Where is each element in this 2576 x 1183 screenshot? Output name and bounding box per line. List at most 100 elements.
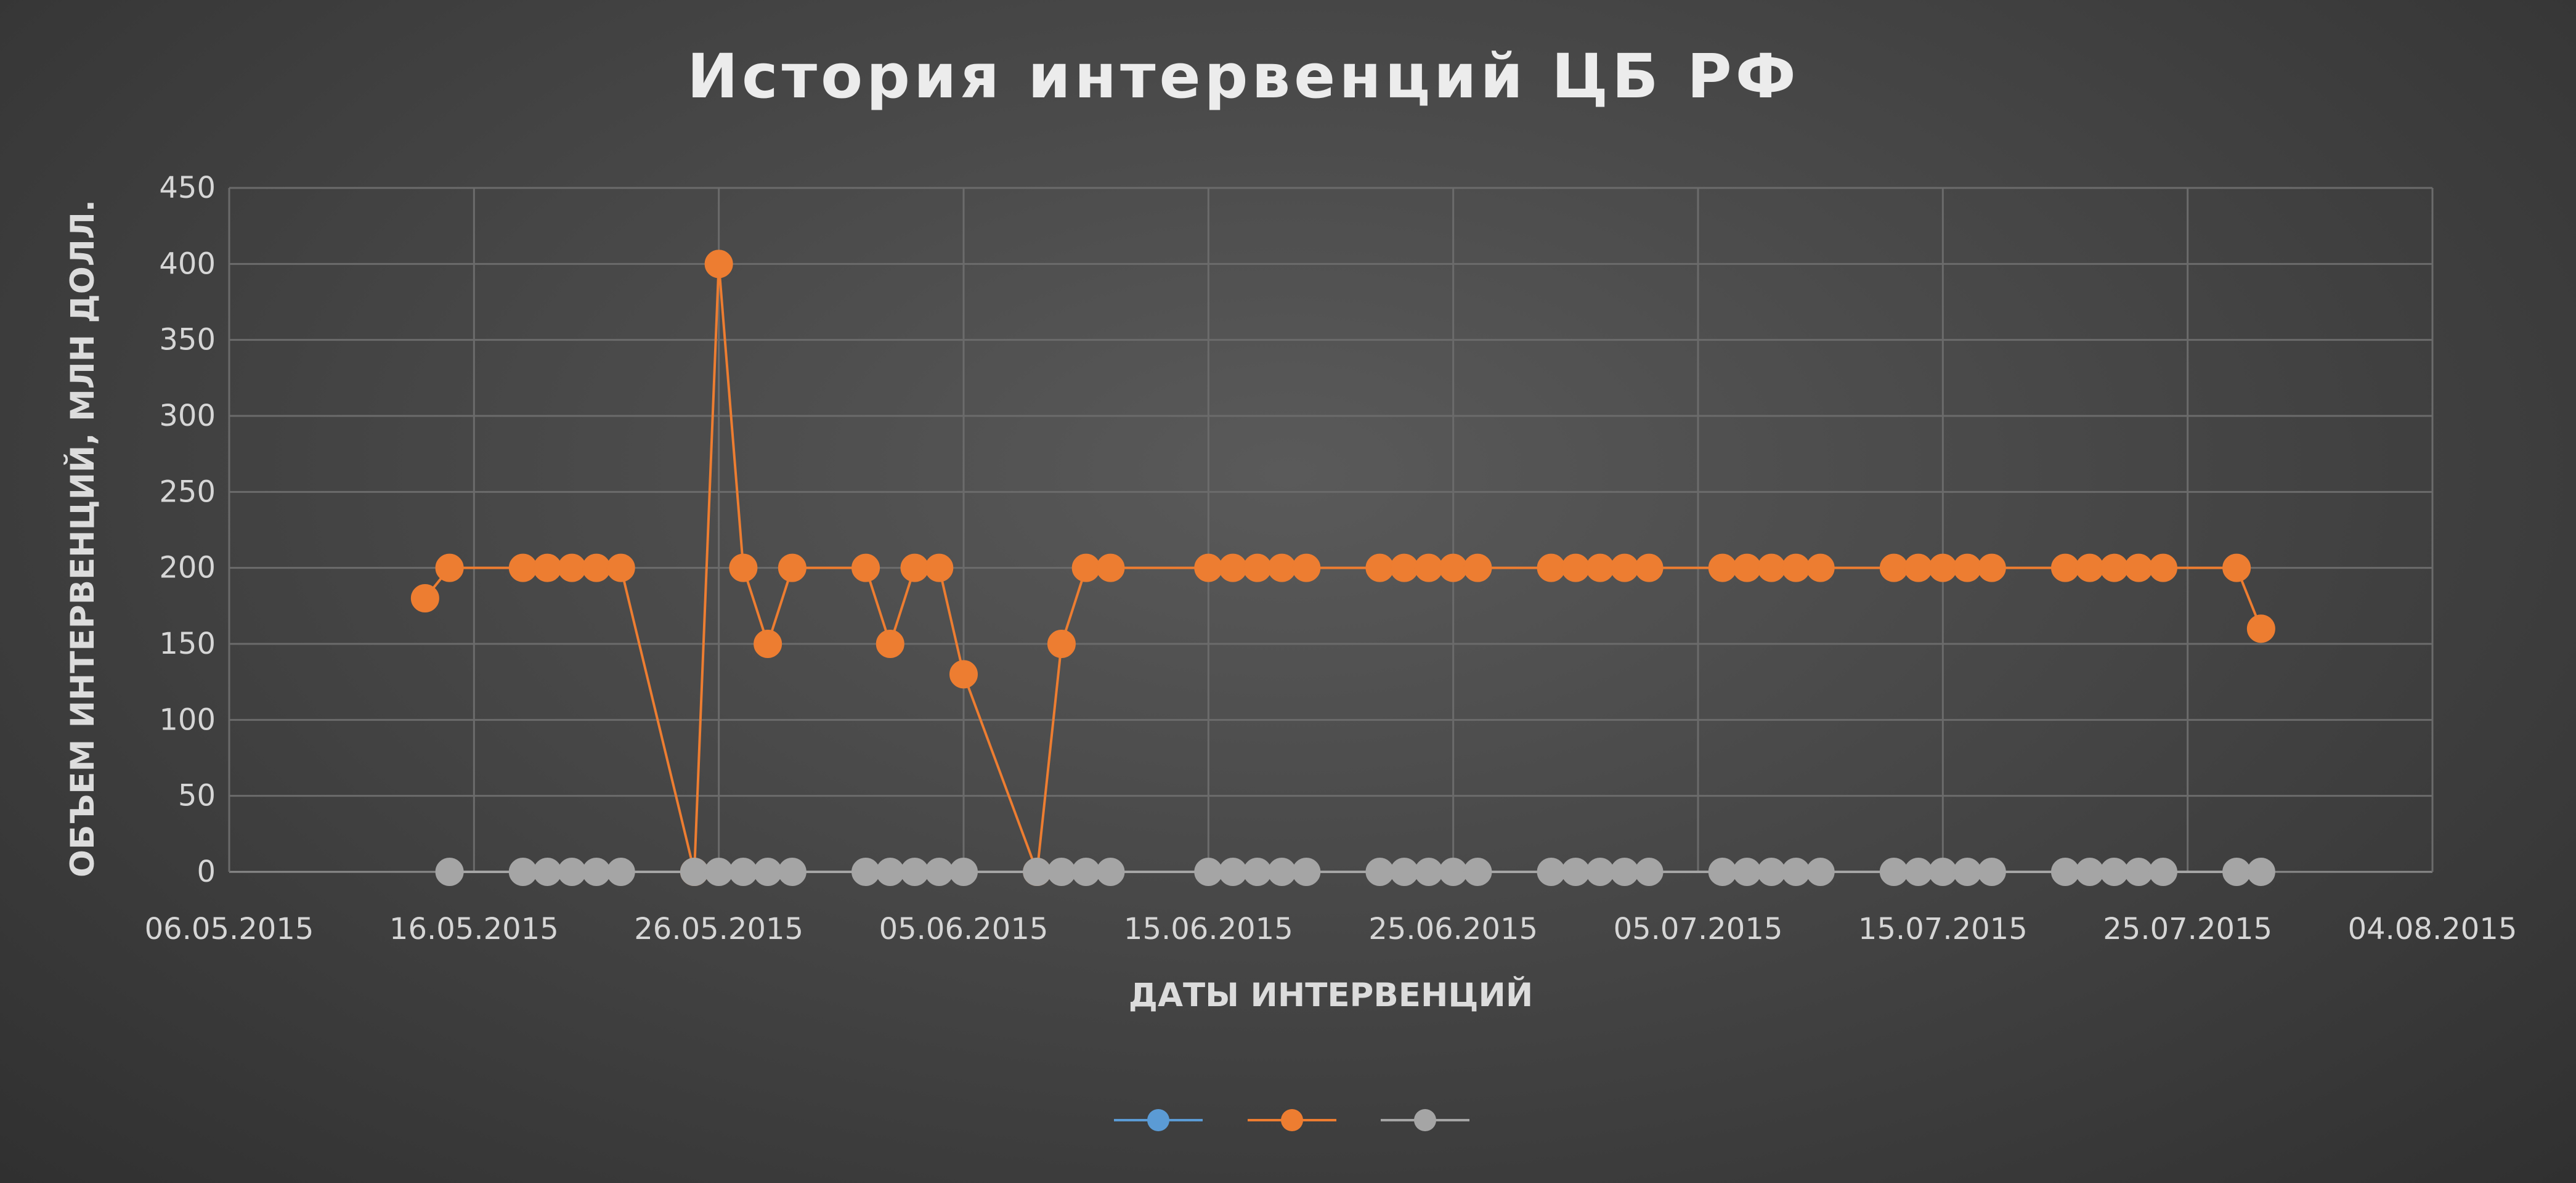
x-axis-ticks: 06.05.2015 16.05.2015 26.05.2015 05.06.2015… (145, 912, 2517, 946)
data-point (582, 858, 611, 886)
y-tick-label: 450 (159, 171, 216, 205)
data-point (1463, 553, 1492, 582)
data-point (1537, 858, 1566, 886)
data-point (680, 858, 709, 886)
data-point (2075, 553, 2104, 582)
data-point (1219, 858, 1248, 886)
data-point (704, 858, 733, 886)
data-point (1928, 858, 1957, 886)
data-point (1928, 553, 1957, 582)
data-point (1561, 553, 1590, 582)
data-point (1781, 858, 1810, 886)
data-point (2051, 553, 2079, 582)
data-point (1708, 553, 1737, 582)
data-point (558, 858, 587, 886)
data-point (2246, 858, 2275, 886)
data-point (1390, 858, 1419, 886)
data-point (1439, 858, 1468, 886)
data-point (1904, 858, 1933, 886)
data-point (876, 858, 904, 886)
data-point (900, 858, 929, 886)
x-tick-label: 06.05.2015 (145, 912, 314, 946)
x-tick-label: 25.06.2015 (1368, 912, 1538, 946)
data-point (2148, 858, 2177, 886)
data-point (1757, 553, 1786, 582)
data-point (1071, 858, 1100, 886)
data-point (1977, 858, 2006, 886)
data-point (1733, 858, 1761, 886)
data-point (1586, 553, 1615, 582)
x-axis-title: ДАТЫ ИНТЕРВЕНЦИЙ (1129, 975, 1534, 1014)
data-point (1879, 553, 1908, 582)
y-tick-label: 350 (159, 323, 216, 357)
data-point (1635, 553, 1664, 582)
data-point (606, 858, 635, 886)
data-point (2148, 553, 2177, 582)
data-point (606, 553, 635, 582)
data-point (729, 858, 758, 886)
data-point (754, 630, 782, 658)
data-point (925, 858, 954, 886)
data-point (1977, 553, 2006, 582)
data-point (1414, 858, 1443, 886)
legend-marker (1147, 1109, 1169, 1131)
data-point (949, 660, 978, 689)
data-point (1953, 858, 1982, 886)
y-tick-label: 0 (197, 855, 216, 889)
data-point (1610, 858, 1639, 886)
y-tick-label: 200 (159, 551, 216, 585)
data-point (900, 553, 929, 582)
data-point (2075, 858, 2104, 886)
data-point (1219, 553, 1248, 582)
data-point (949, 858, 978, 886)
y-tick-label: 150 (159, 627, 216, 661)
data-point (851, 553, 880, 582)
data-point (2222, 858, 2251, 886)
gridlines (228, 187, 2434, 873)
data-point (1096, 553, 1125, 582)
data-point (729, 553, 758, 582)
data-point (778, 858, 807, 886)
data-point (1194, 858, 1223, 886)
data-point (2246, 614, 2275, 643)
data-point (1439, 553, 1468, 582)
data-point (1243, 553, 1272, 582)
data-point (1047, 630, 1076, 658)
data-point (876, 630, 904, 658)
data-point (508, 858, 537, 886)
data-point (1365, 553, 1394, 582)
series-group (410, 250, 2275, 886)
data-point (2100, 858, 2129, 886)
data-point (1708, 858, 1737, 886)
data-point (1414, 553, 1443, 582)
x-tick-label: 05.07.2015 (1614, 912, 1783, 946)
x-tick-label: 16.05.2015 (389, 912, 559, 946)
data-point (1806, 553, 1835, 582)
y-axis-ticks: 0 50 100 150 200 250 300 350 400 450 (159, 171, 216, 889)
legend-marker (1414, 1109, 1436, 1131)
data-point (1243, 858, 1272, 886)
chart-title: История интервенций ЦБ РФ (687, 41, 1800, 112)
data-point (410, 584, 439, 612)
data-point (1365, 858, 1394, 886)
data-point (2051, 858, 2079, 886)
data-point (558, 553, 587, 582)
x-tick-label: 25.07.2015 (2103, 912, 2272, 946)
data-point (2124, 553, 2153, 582)
data-point (1267, 553, 1296, 582)
y-axis-title: ОБЪЕМ ИНТЕРВЕНЦИЙ, МЛН ДОЛЛ. (63, 200, 102, 877)
legend (1114, 1109, 1469, 1131)
data-point (2100, 553, 2129, 582)
data-point (778, 553, 807, 582)
legend-marker (1281, 1109, 1303, 1131)
y-tick-label: 50 (178, 779, 216, 813)
data-point (1390, 553, 1419, 582)
series-2 (410, 250, 2275, 886)
data-point (851, 858, 880, 886)
data-point (754, 858, 782, 886)
data-point (2124, 858, 2153, 886)
y-tick-label: 400 (159, 246, 216, 281)
data-point (1292, 858, 1321, 886)
data-point (1463, 858, 1492, 886)
data-point (1635, 858, 1664, 886)
